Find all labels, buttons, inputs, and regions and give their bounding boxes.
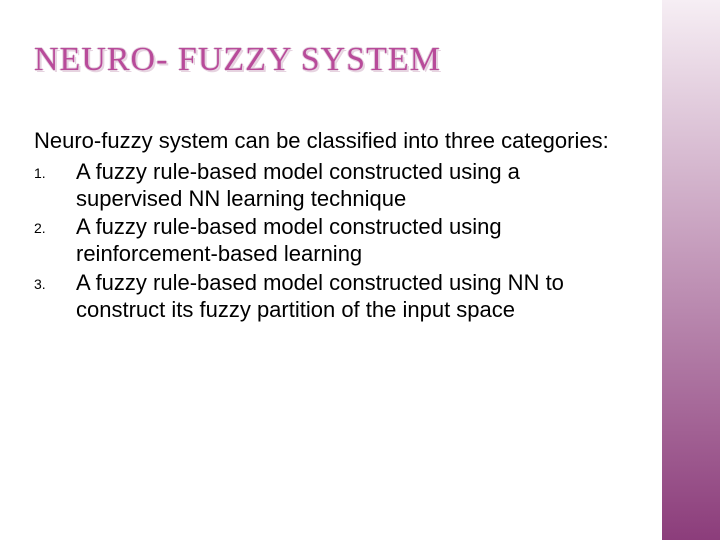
body-area: Neuro-fuzzy system can be classified int… bbox=[34, 128, 630, 326]
intro-text: Neuro-fuzzy system can be classified int… bbox=[34, 128, 630, 155]
category-list: A fuzzy rule-based model constructed usi… bbox=[34, 159, 630, 324]
accent-bar bbox=[662, 0, 720, 540]
slide-title: NEURO- FUZZY SYSTEM bbox=[34, 42, 441, 78]
list-item: A fuzzy rule-based model constructed usi… bbox=[76, 214, 630, 268]
list-item: A fuzzy rule-based model constructed usi… bbox=[76, 270, 630, 324]
slide: NEURO- FUZZY SYSTEM Neuro-fuzzy system c… bbox=[0, 0, 720, 540]
title-text: NEURO- FUZZY SYSTEM bbox=[34, 41, 441, 78]
list-item: A fuzzy rule-based model constructed usi… bbox=[76, 159, 630, 213]
